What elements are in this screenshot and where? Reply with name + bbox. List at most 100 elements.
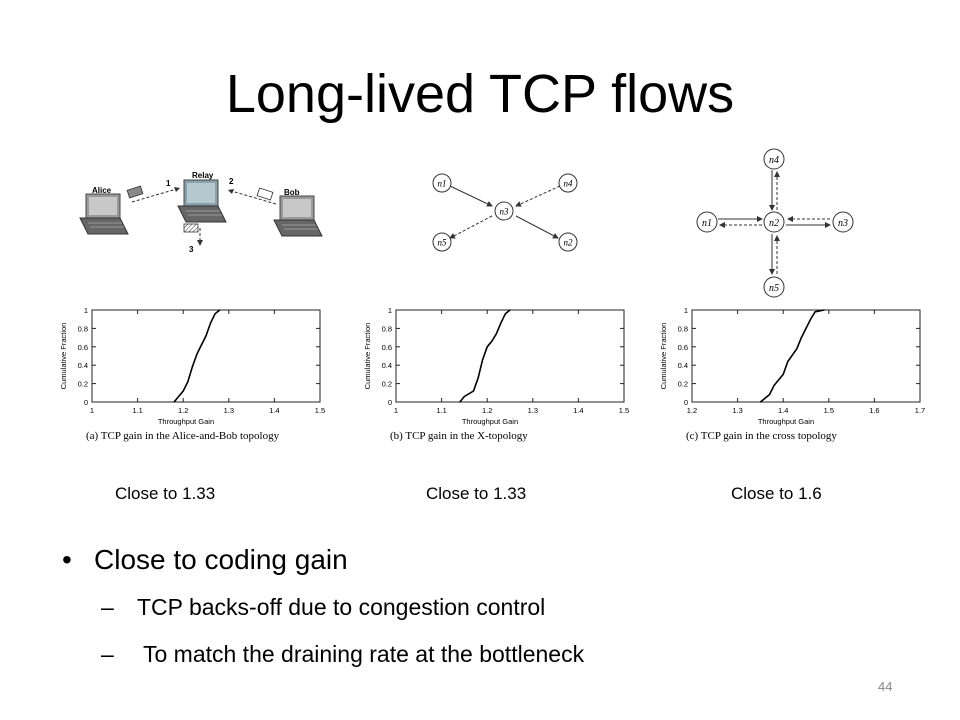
arrow-1 [131,187,181,203]
note-alice-bob: Close to 1.33 [115,484,216,503]
x-axis-label: Throughput Gain [462,417,518,426]
cdf-plot-cross-topology: 0 0.2 0.4 0.6 0.8 1 1.2 1.3 1.4 1.5 1.6 1.7 Throughp… [659,306,925,442]
y-tick-label: 0.4 [678,361,688,370]
cdf-point [472,390,475,392]
x-tick-label: 1.2 [178,406,188,415]
y-tick-label: 0.2 [382,380,392,389]
svg-text:n1: n1 [438,179,447,189]
cdf-point [187,381,189,383]
main-bullet-text: Close to coding gain [94,544,348,575]
y-tick-label: 0.4 [382,361,392,370]
node-n3: n3 [494,201,514,221]
alice-laptop-icon [79,193,129,235]
relay-laptop-icon [177,179,227,223]
cdf-point [773,384,775,387]
cdf-point [459,401,461,403]
cdf-point [214,313,216,315]
cdf-point [491,340,493,342]
cdf-point [209,322,212,324]
svg-text:n4: n4 [564,179,574,189]
x-tick-label: 1.6 [869,406,879,415]
packet-1-icon [126,185,144,199]
x-axis-label: Throughput Gain [158,417,214,426]
svg-text:3: 3 [189,245,194,254]
bullet-dot: • [62,544,72,575]
cdf-point [182,390,184,392]
y-tick-label: 1 [84,306,88,315]
node-n2: n2 [763,211,785,233]
cdf-point [805,327,807,329]
y-tick-label: 0.6 [78,343,88,352]
figure-caption: (c) TCP gain in the cross topology [686,430,837,442]
y-axis-label: Cumulative Fraction [363,323,372,390]
x-tick-label: 1.3 [224,406,234,415]
svg-text:n1: n1 [702,218,712,229]
x-tick-label: 1.5 [824,406,834,415]
node-n4: n4 [558,173,578,193]
svg-text:n5: n5 [438,238,448,248]
y-tick-label: 0.2 [78,380,88,389]
y-axis-label: Cumulative Fraction [59,323,68,390]
bob-laptop-icon [273,195,323,237]
figure-caption: (b) TCP gain in the X-topology [390,430,528,442]
dash: – [101,641,114,667]
svg-text:n5: n5 [769,283,779,294]
cdf-point [759,401,761,403]
x-tick-label: 1.4 [778,406,788,415]
cdf-point [823,309,825,311]
node-n4: n4 [763,148,785,170]
x-tick-label: 1.4 [269,406,279,415]
sub-bullet-1: – TCP backs-off due to congestion contro… [101,594,545,621]
svg-text:n2: n2 [769,218,779,229]
x-tick-label: 1.1 [132,406,142,415]
cdf-point [500,322,502,324]
x-tick-label: 1.7 [915,406,925,415]
cdf-point [796,348,798,350]
y-tick-label: 0 [388,398,392,407]
cdf-point [219,309,221,311]
y-tick-label: 1 [684,306,688,315]
cross-topology-figure: n4 n1 n2 n3 n5 [696,148,854,298]
y-tick-label: 0.8 [678,324,688,333]
svg-text:n2: n2 [564,238,574,248]
cdf-point [768,394,771,396]
bob-label: Bob [284,188,300,197]
x-tick-label: 1.5 [315,406,325,415]
cdf-point [191,366,193,368]
cdf-point [205,335,207,337]
cdf-point [809,318,812,320]
y-tick-label: 0.6 [678,343,688,352]
plot-frame [395,309,625,403]
cdf-point [504,313,507,315]
y-axis-label: Cumulative Fraction [659,323,668,390]
cdf-point [486,346,488,348]
packet-xor-icon [183,223,199,233]
sub-bullet-1-text: TCP backs-off due to congestion control [137,594,546,620]
arrow-2 [227,189,277,205]
cdf-point [463,395,465,398]
cdf-point [814,311,816,313]
y-tick-label: 0.8 [382,324,392,333]
plot-frame [91,309,321,403]
y-tick-label: 0 [84,398,88,407]
dash: – [101,594,114,620]
node-n3: n3 [832,211,854,233]
cdf-point [477,377,479,379]
cdf-point [509,309,511,311]
node-n1: n1 [432,173,452,193]
x-tick-label: 1.3 [528,406,538,415]
cdf-point [173,401,175,403]
svg-text:1: 1 [166,179,171,188]
page-number: 44 [878,679,893,694]
cdf-series-line [759,309,825,403]
y-tick-label: 0.4 [78,361,88,370]
cdf-point [800,337,803,339]
note-cross-topology: Close to 1.6 [731,484,822,503]
cdf-point [787,360,789,363]
node-n1: n1 [696,211,718,233]
x-topology-figure: n1 n4 n3 n5 n2 [432,173,578,252]
cdf-point [482,359,484,361]
cdf-plot-alice-bob: 0 0.2 0.4 0.6 0.8 1 1 1.1 1.2 1.3 1.4 1.5 Throughput… [59,306,325,442]
cdf-series-line [459,309,511,403]
x-tick-label: 1.4 [573,406,583,415]
